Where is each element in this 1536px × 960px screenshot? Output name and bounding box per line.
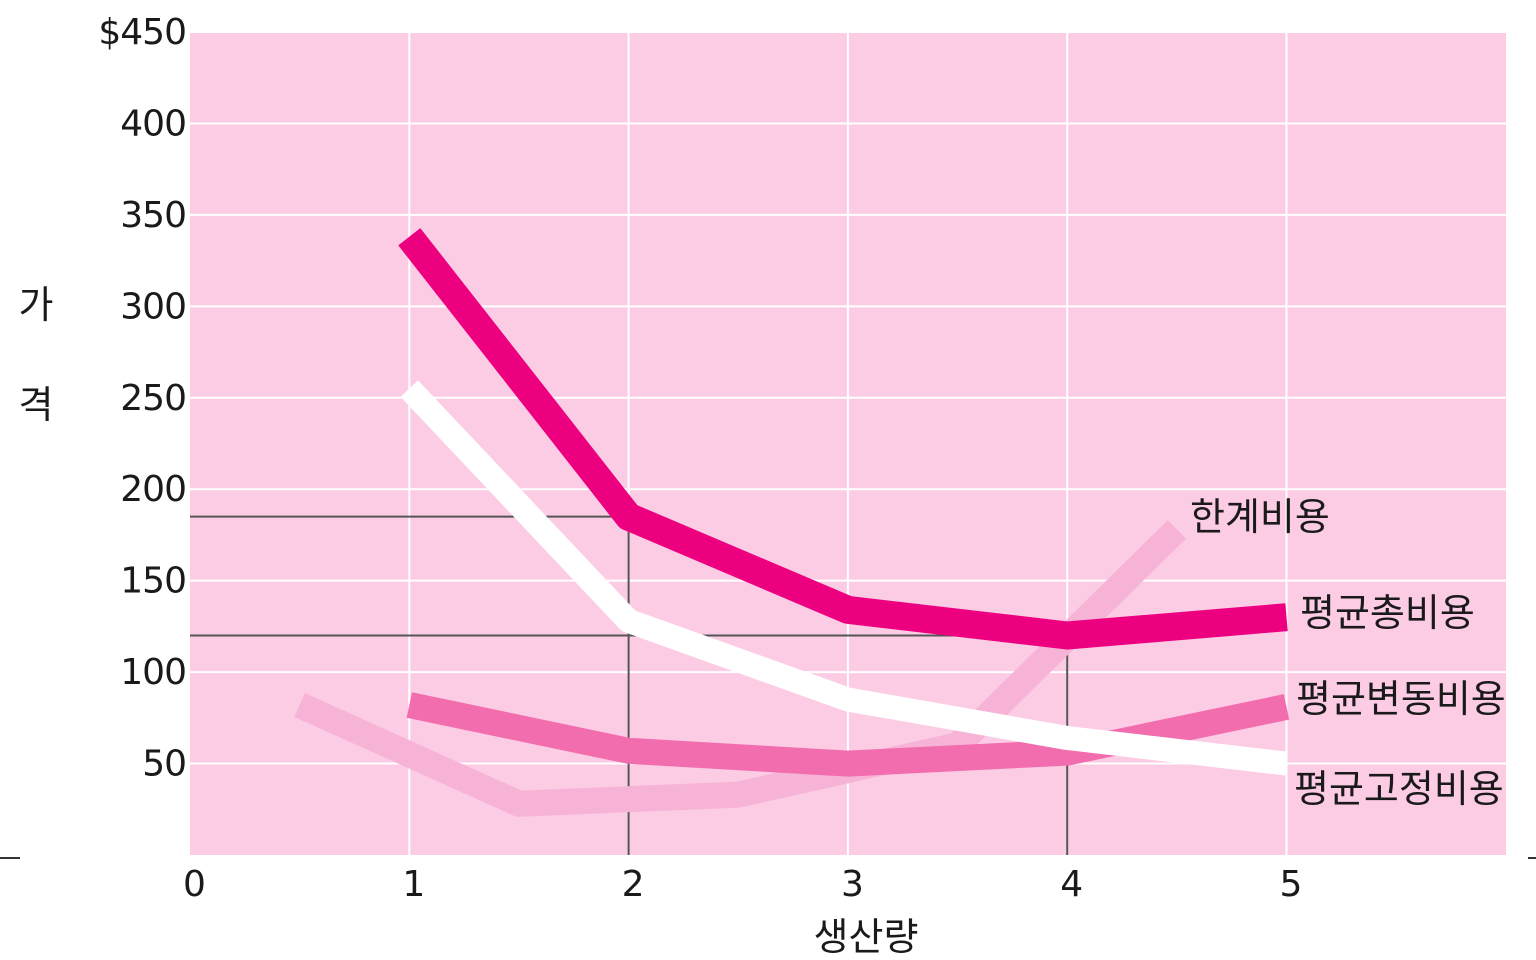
series-lines — [294, 228, 1290, 817]
x-axis-label: 생산량 — [814, 915, 919, 959]
series-line-marginal-cost — [294, 520, 1186, 817]
series-label-average-total-cost: 평균총비용 — [1300, 591, 1475, 635]
x-tick-label: 0 — [183, 864, 205, 905]
x-tick-label: 4 — [1060, 864, 1082, 905]
y-tick-label: 250 — [120, 378, 186, 419]
x-tick-label: 3 — [841, 864, 863, 905]
y-axis-ticks: 50 100 150 200 250 300 350 400 $450 — [98, 12, 187, 785]
x-tick-label: 5 — [1280, 864, 1302, 905]
series-line-average-fixed-cost — [400, 380, 1288, 776]
y-tick-label: 50 — [142, 744, 186, 785]
y-tick-label: $450 — [98, 12, 186, 53]
y-tick-label: 300 — [120, 286, 186, 327]
series-line-average-total-cost — [398, 228, 1288, 650]
series-label-average-fixed-cost: 평균고정비용 — [1294, 767, 1504, 811]
y-tick-label: 150 — [120, 561, 186, 602]
y-tick-label: 200 — [120, 469, 186, 510]
x-axis-ticks: 0 1 2 3 4 5 — [183, 864, 1302, 905]
y-tick-label: 350 — [120, 195, 186, 236]
y-axis-label-line1: 가 — [19, 283, 54, 327]
series-label-average-variable-cost: 평균변동비용 — [1296, 677, 1506, 721]
series-label-marginal-cost: 한계비용 — [1190, 495, 1330, 539]
x-tick-label: 2 — [622, 864, 644, 905]
y-tick-label: 400 — [120, 103, 186, 144]
x-tick-label: 1 — [402, 864, 424, 905]
y-tick-label: 100 — [120, 652, 186, 693]
y-axis-label-line2: 격 — [19, 383, 54, 427]
